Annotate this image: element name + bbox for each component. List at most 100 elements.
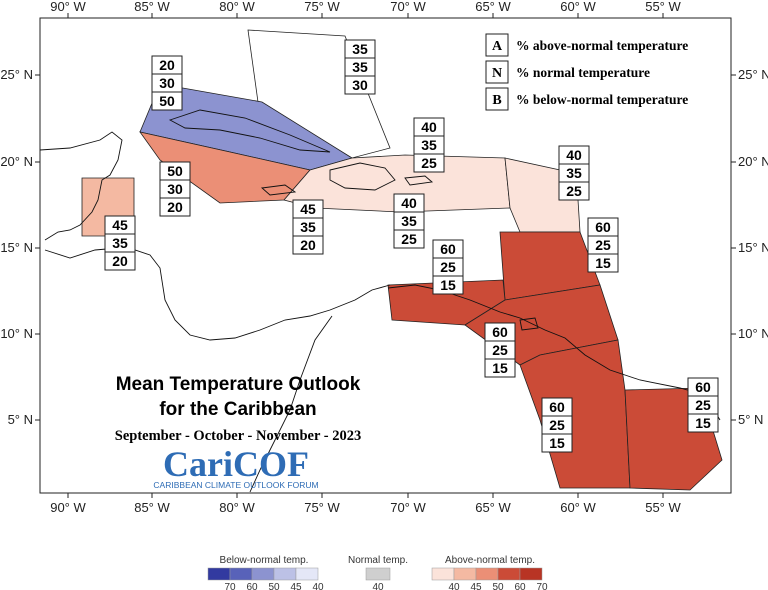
prob-above: 40: [421, 119, 437, 135]
prob-box-belize: 45 35 20: [104, 215, 136, 271]
lon-label-bottom: 90° W: [50, 500, 86, 515]
lon-label-bottom: 85° W: [134, 500, 170, 515]
colorbar-swatch: [229, 567, 253, 581]
prob-above: 60: [695, 379, 711, 395]
prob-normal: 30: [167, 181, 183, 197]
colorbar-swatch: [475, 567, 499, 581]
prob-normal: 35: [421, 137, 437, 153]
prob-normal: 30: [159, 75, 175, 91]
colorbar-tick: 40: [372, 582, 384, 590]
prob-box-bahamas: 35 35 30: [344, 39, 376, 95]
colorbar-normal: 40: [365, 567, 391, 590]
prob-box-abc-islands: 60 25 15: [432, 239, 464, 295]
prob-normal: 25: [492, 342, 508, 358]
prob-box-suriname-fg: 60 25 15: [687, 377, 719, 433]
key-letter: B: [492, 93, 501, 108]
lon-label-bottom: 55° W: [645, 500, 681, 515]
colorbar-tick: 70: [536, 582, 548, 590]
colorbar-below: 70 60 50 45 40: [207, 567, 324, 590]
probability-key-legend: A % above-normal temperature N % normal …: [485, 33, 688, 111]
lon-label-bottom: 60° W: [560, 500, 596, 515]
prob-below: 30: [352, 77, 368, 93]
lon-label-top: 55° W: [645, 0, 681, 14]
map-period: September - October - November - 2023: [115, 428, 361, 444]
prob-normal: 25: [549, 417, 565, 433]
map-title-line2: for the Caribbean: [159, 399, 316, 420]
key-text: % normal temperature: [516, 65, 650, 80]
prob-box-hispaniola-pr: 45 35 20: [292, 199, 324, 255]
colorbar-above: 40 45 50 60 70: [431, 567, 548, 590]
colorbar-tick: 70: [224, 582, 236, 590]
colorbar-swatch: [251, 567, 275, 581]
colorbar-tick: 45: [290, 582, 302, 590]
prob-normal: 35: [566, 165, 582, 181]
lon-label-top: 75° W: [304, 0, 340, 14]
colorbar-swatch: [365, 567, 391, 581]
prob-box-trinidad: 60 25 15: [484, 322, 516, 378]
hispaniola-island: [329, 162, 396, 191]
lon-label-top: 65° W: [475, 0, 511, 14]
prob-above: 60: [595, 219, 611, 235]
prob-box-turks-caicos: 40 35 25: [413, 117, 445, 173]
lat-label-left: 15° N: [0, 240, 33, 255]
colorbar-above-title: Above-normal temp.: [445, 555, 535, 566]
prob-above: 45: [300, 201, 316, 217]
prob-below: 15: [549, 435, 565, 451]
prob-box-central-caribbean-sea: 40 35 25: [393, 193, 425, 249]
colorbar-tick: 45: [470, 582, 482, 590]
prob-below: 20: [167, 199, 183, 215]
prob-box-leeward-islands: 40 35 25: [558, 145, 590, 201]
lat-label-right: 15° N: [738, 240, 768, 255]
prob-below: 15: [492, 360, 508, 376]
colorbar-swatch: [519, 567, 543, 581]
colorbar-tick: 60: [514, 582, 526, 590]
prob-box-guyana: 60 25 15: [541, 397, 573, 453]
colorbar-tick: 40: [448, 582, 460, 590]
key-letter: A: [492, 39, 503, 54]
lat-label-left: 20° N: [0, 154, 33, 169]
colorbar-swatch: [431, 567, 455, 581]
prob-below: 15: [440, 277, 456, 293]
lat-label-left: 25° N: [0, 67, 33, 82]
logo-subtitle: CARIBBEAN CLIMATE OUTLOOK FORUM: [153, 480, 318, 490]
key-row-above: A % above-normal temperature: [485, 33, 688, 57]
key-text: % above-normal temperature: [516, 38, 688, 53]
colorbar: Below-normal temp. 70 60 50 45 40 Normal tem…: [207, 555, 548, 590]
colorbar-tick: 60: [246, 582, 258, 590]
prob-above: 40: [566, 147, 582, 163]
prob-below: 25: [401, 231, 417, 247]
prob-normal: 35: [401, 213, 417, 229]
lon-label-top: 90° W: [50, 0, 86, 14]
cuba-island: [168, 109, 331, 153]
prob-above: 40: [401, 195, 417, 211]
prob-below: 20: [112, 253, 128, 269]
key-text: % below-normal temperature: [516, 92, 688, 107]
key-row-normal: N % normal temperature: [485, 60, 650, 84]
colorbar-swatch: [207, 567, 231, 581]
jamaica-island: [260, 184, 297, 196]
colorbar-below-title: Below-normal temp.: [220, 555, 309, 566]
lat-label-left: 10° N: [0, 326, 33, 341]
lat-label-right: 20° N: [738, 154, 768, 169]
prob-above: 35: [352, 41, 368, 57]
lat-label-left: 5° N: [8, 412, 33, 427]
prob-above: 60: [440, 241, 456, 257]
key-row-below: B % below-normal temperature: [485, 87, 688, 111]
prob-normal: 35: [300, 219, 316, 235]
prob-above: 60: [492, 324, 508, 340]
prob-below: 15: [595, 255, 611, 271]
prob-normal: 25: [695, 397, 711, 413]
lon-label-bottom: 65° W: [475, 500, 511, 515]
mexico-coast: [39, 131, 123, 241]
lon-label-top: 60° W: [560, 0, 596, 14]
colorbar-tick: 50: [492, 582, 504, 590]
colorbar-swatch: [295, 567, 319, 581]
lon-label-bottom: 80° W: [219, 500, 255, 515]
prob-below: 50: [159, 93, 175, 109]
lon-label-bottom: 75° W: [304, 500, 340, 515]
prob-below: 15: [695, 415, 711, 431]
prob-above: 20: [159, 57, 175, 73]
logo-wordmark: CariCOF: [163, 444, 309, 484]
key-letter: N: [492, 66, 502, 81]
